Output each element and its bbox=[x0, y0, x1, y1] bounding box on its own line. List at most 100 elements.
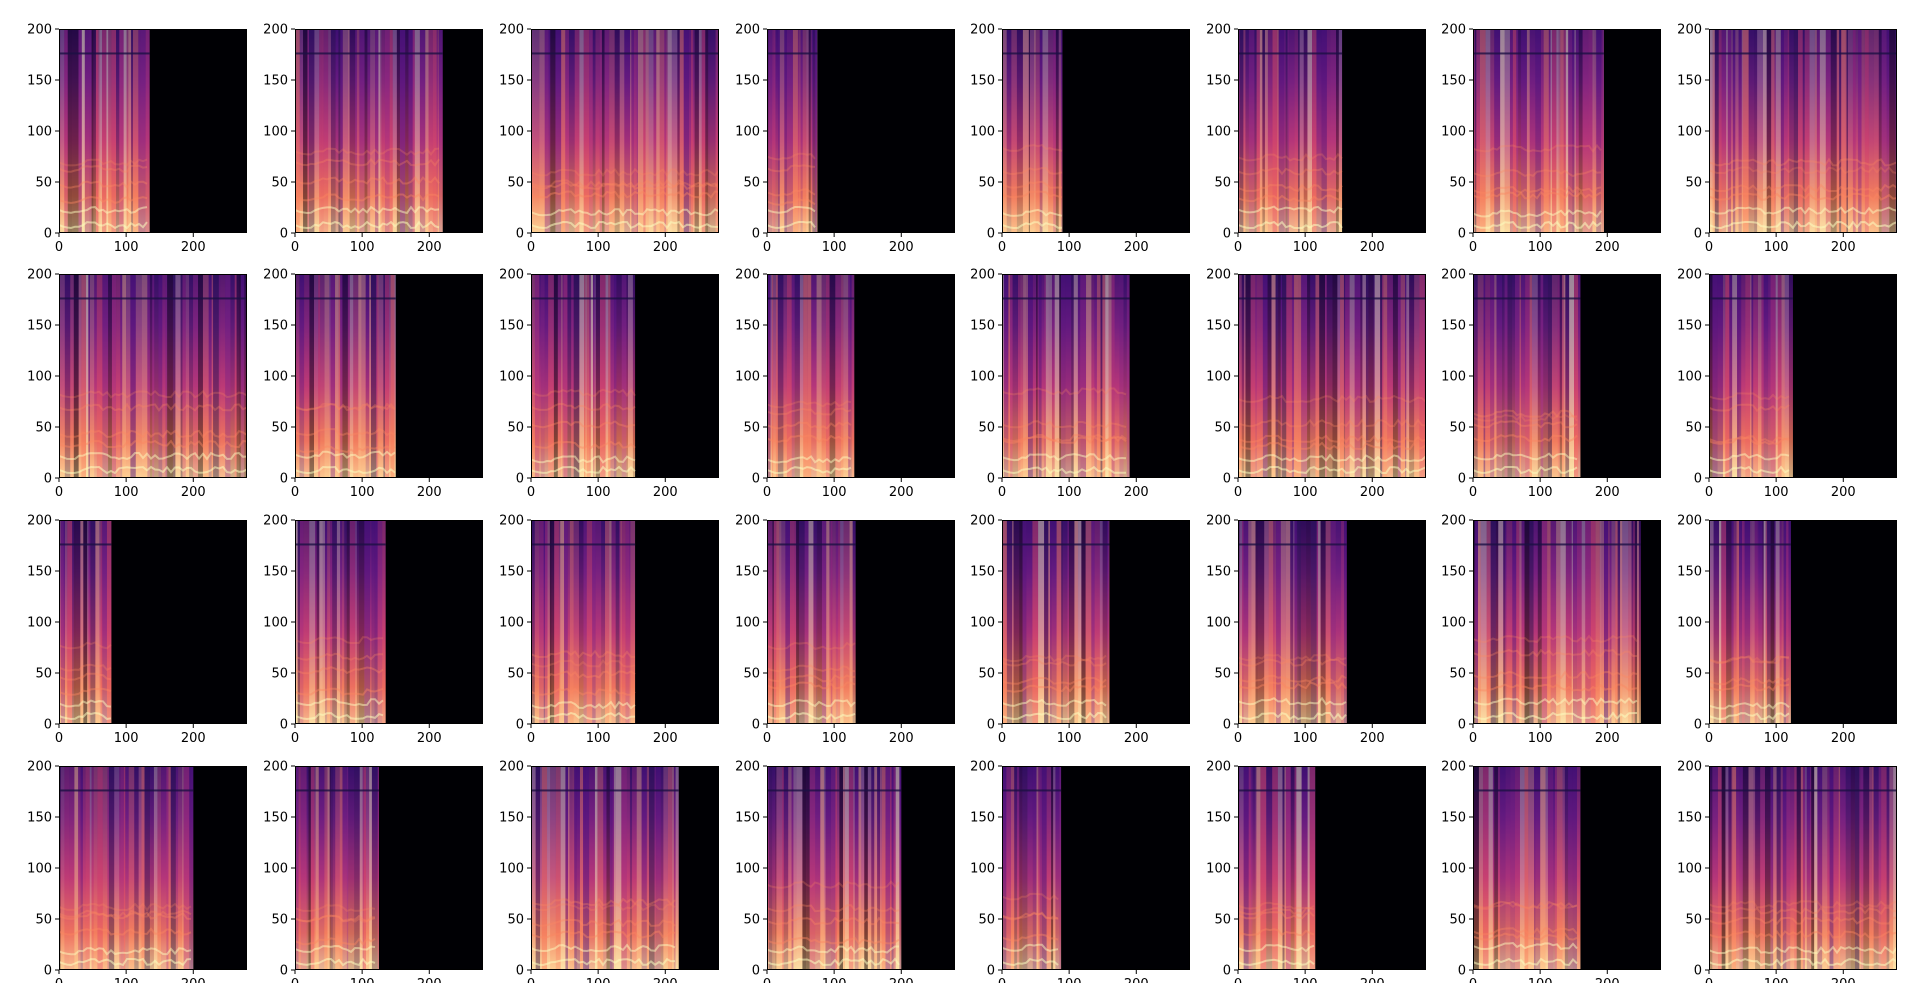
y-tick-label: 200 bbox=[1677, 514, 1702, 529]
y-tick-label: 100 bbox=[970, 616, 995, 631]
spectrogram-panel: 0 100 200 0 50 100 150 200 bbox=[27, 23, 247, 255]
axes-frame bbox=[531, 274, 719, 478]
x-tick-label: 100 bbox=[350, 240, 375, 255]
x-tick-label: 100 bbox=[586, 977, 611, 983]
spectrogram-panel: 0 100 200 0 50 100 150 200 bbox=[1441, 23, 1661, 255]
x-tick-label: 0 bbox=[291, 977, 299, 983]
y-tick-label: 200 bbox=[1206, 23, 1231, 38]
y-tick-label: 100 bbox=[1441, 862, 1466, 877]
x-tick-label: 100 bbox=[822, 240, 847, 255]
x-tick-label: 200 bbox=[181, 240, 206, 255]
x-tick-label: 200 bbox=[417, 485, 442, 500]
x-tick-label: 0 bbox=[763, 977, 771, 983]
spectrogram-image bbox=[1709, 29, 1897, 233]
x-tick-label: 0 bbox=[527, 240, 535, 255]
y-tick-label: 0 bbox=[1458, 718, 1466, 733]
y-tick-label: 0 bbox=[1223, 227, 1231, 242]
x-tick-label: 100 bbox=[822, 731, 847, 746]
axes-frame bbox=[1709, 29, 1897, 233]
spectrogram-image bbox=[1709, 274, 1793, 478]
x-tick-label: 0 bbox=[1234, 485, 1242, 500]
x-tick-label: 0 bbox=[55, 485, 63, 500]
axes-frame bbox=[1238, 520, 1426, 724]
x-tick-label: 100 bbox=[1057, 731, 1082, 746]
x-tick-label: 0 bbox=[763, 485, 771, 500]
x-tick-label: 200 bbox=[1595, 731, 1620, 746]
y-tick-label: 100 bbox=[1677, 370, 1702, 385]
axes-frame bbox=[295, 520, 483, 724]
y-tick-label: 100 bbox=[1206, 862, 1231, 877]
spectrogram-panel: 0 100 200 0 50 100 150 200 bbox=[970, 23, 1190, 255]
y-tick-label: 0 bbox=[752, 718, 760, 733]
y-tick-label: 0 bbox=[1458, 472, 1466, 487]
x-tick-label: 100 bbox=[114, 731, 139, 746]
spectrogram-image bbox=[295, 274, 396, 478]
y-tick-label: 50 bbox=[35, 667, 52, 682]
spectrogram-panel: 0 100 200 0 50 100 150 200 bbox=[735, 268, 955, 500]
y-tick-label: 0 bbox=[1223, 718, 1231, 733]
spectrogram-image bbox=[295, 29, 443, 233]
x-tick-label: 100 bbox=[1293, 485, 1318, 500]
y-tick-label: 100 bbox=[1677, 616, 1702, 631]
axes-frame bbox=[295, 274, 483, 478]
y-tick-label: 0 bbox=[1458, 227, 1466, 242]
x-tick-label: 0 bbox=[998, 731, 1006, 746]
y-tick-label: 200 bbox=[970, 23, 995, 38]
spectrogram-image bbox=[767, 766, 902, 970]
axes-frame bbox=[295, 29, 483, 233]
y-tick-label: 200 bbox=[499, 268, 524, 283]
spectrogram-panel: 0 100 200 0 50 100 150 200 bbox=[1206, 268, 1426, 500]
x-tick-label: 200 bbox=[1360, 731, 1385, 746]
x-tick-label: 100 bbox=[822, 485, 847, 500]
y-tick-label: 150 bbox=[1441, 319, 1466, 334]
x-tick-label: 100 bbox=[1528, 977, 1553, 983]
y-tick-label: 0 bbox=[516, 718, 524, 733]
spectrogram-image bbox=[1473, 766, 1581, 970]
y-tick-label: 50 bbox=[271, 176, 288, 191]
x-tick-label: 0 bbox=[291, 240, 299, 255]
x-tick-label: 200 bbox=[1124, 731, 1149, 746]
spectrogram-panel: 0 100 200 0 50 100 150 200 bbox=[1206, 760, 1426, 983]
x-tick-label: 200 bbox=[1831, 485, 1856, 500]
spectrogram-panel: 0 100 200 0 50 100 150 200 bbox=[499, 23, 719, 255]
spectrogram-panel: 0 100 200 0 50 100 150 200 bbox=[1441, 514, 1661, 746]
y-tick-label: 150 bbox=[263, 565, 288, 580]
x-tick-label: 200 bbox=[1360, 240, 1385, 255]
y-tick-label: 100 bbox=[27, 125, 52, 140]
y-tick-label: 150 bbox=[970, 565, 995, 580]
axes-frame bbox=[767, 274, 955, 478]
y-tick-label: 50 bbox=[1685, 913, 1702, 928]
y-tick-label: 200 bbox=[263, 268, 288, 283]
y-tick-label: 200 bbox=[735, 268, 760, 283]
y-tick-label: 150 bbox=[1206, 74, 1231, 89]
y-tick-label: 150 bbox=[1441, 565, 1466, 580]
y-tick-label: 0 bbox=[987, 964, 995, 979]
y-tick-label: 50 bbox=[978, 176, 995, 191]
y-tick-label: 200 bbox=[970, 760, 995, 775]
x-tick-label: 200 bbox=[1595, 977, 1620, 983]
y-tick-label: 150 bbox=[1677, 565, 1702, 580]
spectrogram-image bbox=[1002, 274, 1130, 478]
y-tick-label: 150 bbox=[499, 74, 524, 89]
x-tick-label: 0 bbox=[1469, 977, 1477, 983]
y-tick-label: 0 bbox=[516, 227, 524, 242]
y-tick-label: 200 bbox=[1677, 760, 1702, 775]
spectrogram-panel: 0 100 200 0 50 100 150 200 bbox=[735, 760, 955, 983]
x-tick-label: 200 bbox=[181, 731, 206, 746]
spectrogram-panel: 0 100 200 0 50 100 150 200 bbox=[499, 760, 719, 983]
y-tick-label: 50 bbox=[743, 913, 760, 928]
y-tick-label: 150 bbox=[1441, 74, 1466, 89]
axes-frame bbox=[1473, 29, 1661, 233]
x-tick-label: 100 bbox=[350, 731, 375, 746]
y-tick-label: 100 bbox=[1206, 616, 1231, 631]
y-tick-label: 50 bbox=[978, 913, 995, 928]
y-tick-label: 100 bbox=[735, 125, 760, 140]
spectrogram-panel: 0 100 200 0 50 100 150 200 bbox=[263, 760, 483, 983]
y-tick-label: 50 bbox=[35, 913, 52, 928]
x-tick-label: 100 bbox=[586, 240, 611, 255]
y-tick-label: 100 bbox=[499, 370, 524, 385]
x-tick-label: 0 bbox=[1705, 485, 1713, 500]
y-tick-label: 50 bbox=[271, 913, 288, 928]
y-tick-label: 150 bbox=[499, 319, 524, 334]
y-tick-label: 150 bbox=[1441, 811, 1466, 826]
